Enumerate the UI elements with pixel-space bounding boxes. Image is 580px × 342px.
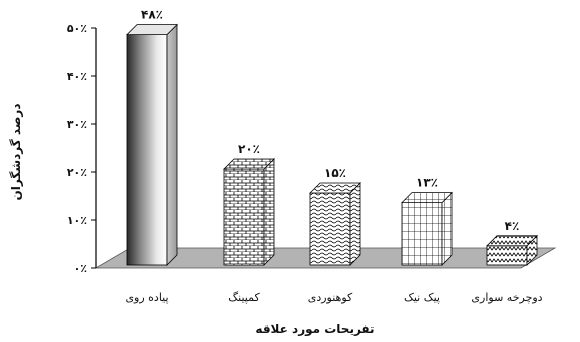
y-tick-label: ۵۰٪ <box>67 22 87 35</box>
bar-front <box>223 168 265 266</box>
y-tick-label: ۳۰٪ <box>67 118 87 131</box>
bar-top <box>486 235 538 247</box>
bar <box>309 182 361 266</box>
x-category-label: دوچرخه سواری <box>471 291 542 304</box>
bar-value-label: ۲۰٪ <box>238 142 260 156</box>
bar-value-label: ۴٪ <box>505 219 520 233</box>
bar <box>126 23 178 266</box>
bar-front <box>126 34 168 266</box>
bar-side <box>166 23 178 266</box>
bar-top <box>401 192 453 204</box>
bar-side <box>441 191 453 266</box>
bar-value-label: ۱۳٪ <box>416 176 438 190</box>
bar-top <box>223 158 275 170</box>
bar-side <box>349 182 361 266</box>
bar-top <box>309 182 361 194</box>
bar-front <box>401 202 443 266</box>
y-tick-label: ۰٪ <box>74 262 87 275</box>
x-axis-title: تفریحات مورد علاقه <box>255 322 374 337</box>
y-tick-label: ۲۰٪ <box>67 166 87 179</box>
x-category-label: کمپینگ <box>228 291 260 304</box>
x-category-label: پیک نیک <box>404 291 440 304</box>
bar-top <box>126 24 178 35</box>
x-category-label: کوهنوردی <box>308 291 353 304</box>
bar <box>486 234 538 266</box>
bar <box>223 158 275 266</box>
bar <box>401 191 453 266</box>
x-category-label: پیاده روی <box>125 291 168 304</box>
bar-value-label: ۴۸٪ <box>141 8 163 22</box>
y-tick-label: ۴۰٪ <box>67 70 87 83</box>
bar-front <box>486 245 528 266</box>
bar-front <box>309 192 351 266</box>
y-axis-title: درصد گردشگران <box>9 104 23 201</box>
bar-value-label: ۱۵٪ <box>324 166 346 180</box>
bar-side <box>263 158 275 266</box>
y-tick-label: ۱۰٪ <box>67 214 87 227</box>
